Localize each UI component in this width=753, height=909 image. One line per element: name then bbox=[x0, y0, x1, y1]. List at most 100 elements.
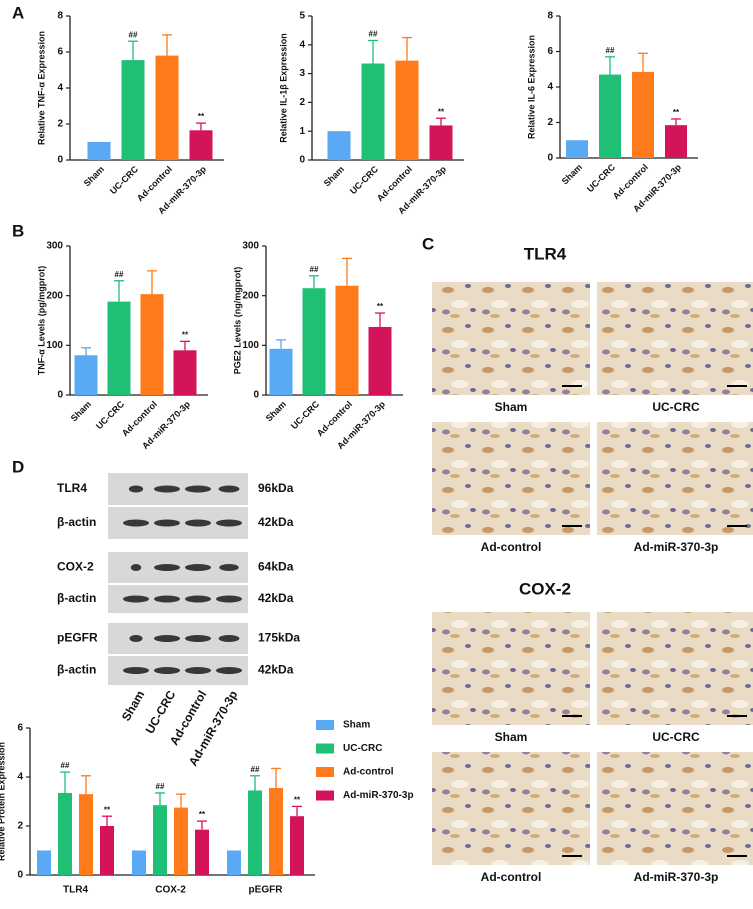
legend-swatch bbox=[316, 743, 334, 754]
legend-swatch bbox=[316, 720, 334, 730]
y-tick-label: 6 bbox=[17, 723, 23, 734]
bar bbox=[361, 63, 385, 160]
ihc-title: COX-2 bbox=[519, 579, 571, 598]
blot-band bbox=[154, 564, 180, 571]
y-tick-label: 300 bbox=[242, 241, 259, 252]
y-tick-label: 2 bbox=[299, 97, 305, 108]
blot-band bbox=[185, 485, 211, 493]
significance: ** bbox=[199, 810, 206, 819]
significance: ## bbox=[115, 270, 124, 279]
y-tick-label: 5 bbox=[299, 11, 305, 22]
bar bbox=[37, 850, 51, 875]
blot-band bbox=[185, 519, 211, 527]
blot-row-label: COX-2 bbox=[57, 560, 94, 574]
blot-size-label: 96kDa bbox=[258, 481, 294, 495]
bar bbox=[269, 788, 283, 875]
significance: ## bbox=[61, 761, 70, 770]
significance: ** bbox=[438, 107, 445, 116]
panel-letter: D bbox=[12, 457, 24, 476]
blot-band bbox=[185, 667, 211, 674]
ihc-label: UC-CRC bbox=[652, 730, 700, 744]
bar bbox=[290, 816, 304, 875]
y-tick-label: 0 bbox=[17, 870, 23, 881]
y-axis-label: PGE2 Levels (ng/mgprot) bbox=[232, 267, 242, 375]
significance: ** bbox=[182, 330, 189, 339]
blot-band bbox=[154, 635, 180, 642]
blot-band bbox=[185, 564, 211, 571]
ihc-image bbox=[432, 422, 590, 535]
y-tick-label: 0 bbox=[57, 390, 63, 401]
x-tick-label: Sham bbox=[69, 399, 93, 423]
bar bbox=[74, 355, 98, 395]
blot-band bbox=[218, 485, 240, 493]
blot-band bbox=[123, 519, 149, 527]
y-tick-label: 4 bbox=[547, 82, 553, 93]
ihc-label: Ad-miR-370-3p bbox=[634, 870, 719, 884]
x-tick-label: UC-CRC bbox=[585, 162, 618, 195]
significance: ** bbox=[104, 805, 111, 814]
y-axis-label: TNF-α Levels (pg/mgprot) bbox=[36, 266, 46, 376]
y-tick-label: 2 bbox=[17, 821, 23, 832]
significance: ## bbox=[606, 46, 615, 55]
bar bbox=[302, 288, 326, 395]
blot-band bbox=[185, 595, 211, 603]
ihc-image bbox=[432, 612, 590, 725]
y-tick-label: 0 bbox=[57, 155, 63, 166]
y-tick-label: 300 bbox=[46, 241, 63, 252]
ihc-image bbox=[597, 752, 753, 865]
bar bbox=[429, 125, 453, 160]
blot-band bbox=[219, 564, 239, 571]
blot-band bbox=[129, 635, 143, 642]
ihc-image bbox=[597, 282, 753, 395]
blot-band bbox=[154, 519, 180, 527]
bar bbox=[132, 850, 146, 875]
x-tick-label: UC-CRC bbox=[348, 164, 381, 197]
bar bbox=[189, 130, 213, 160]
y-tick-label: 1 bbox=[299, 126, 305, 137]
bar bbox=[269, 348, 293, 395]
ihc-image bbox=[432, 282, 590, 395]
bar bbox=[173, 350, 197, 395]
bar bbox=[327, 131, 351, 160]
blot-size-label: 42kDa bbox=[258, 515, 294, 529]
y-tick-label: 0 bbox=[253, 390, 259, 401]
x-tick-label: Sham bbox=[560, 162, 584, 186]
x-tick-label: UC-CRC bbox=[108, 164, 141, 197]
blot-row-label: β-actin bbox=[57, 591, 96, 605]
y-tick-label: 3 bbox=[299, 68, 305, 79]
ihc-label: Ad-miR-370-3p bbox=[634, 540, 719, 554]
ihc-label: Ad-control bbox=[481, 870, 542, 884]
blot-band bbox=[154, 667, 180, 674]
significance: ** bbox=[198, 112, 205, 121]
x-tick-label: pEGFR bbox=[249, 885, 284, 896]
y-tick-label: 6 bbox=[57, 47, 63, 58]
blot-band bbox=[218, 635, 240, 642]
panel-letter: A bbox=[12, 3, 24, 22]
blot-row-label: pEGFR bbox=[57, 631, 98, 645]
bar bbox=[107, 301, 131, 395]
blot-row-label: β-actin bbox=[57, 515, 96, 529]
blot-band bbox=[216, 519, 242, 527]
ihc-label: Sham bbox=[495, 400, 528, 414]
y-axis-label: Relative TNF-α Expression bbox=[36, 31, 46, 145]
blot-band bbox=[123, 667, 149, 674]
blot-size-label: 175kDa bbox=[258, 631, 300, 645]
legend-label: Ad-miR-370-3p bbox=[343, 790, 414, 801]
y-tick-label: 2 bbox=[547, 117, 553, 128]
significance: ## bbox=[310, 265, 319, 274]
bar bbox=[155, 55, 179, 160]
y-tick-label: 0 bbox=[547, 153, 553, 164]
y-axis-label: Relative IL-1β Expression bbox=[278, 33, 288, 143]
bar bbox=[599, 74, 621, 158]
legend-swatch bbox=[316, 790, 334, 801]
y-tick-label: 0 bbox=[299, 155, 305, 166]
x-tick-label: UC-CRC bbox=[94, 399, 127, 432]
ihc-label: Ad-control bbox=[481, 540, 542, 554]
panel-letter: B bbox=[12, 221, 24, 240]
bar bbox=[395, 60, 419, 160]
x-tick-label: COX-2 bbox=[155, 885, 186, 896]
y-tick-label: 100 bbox=[242, 340, 259, 351]
bar bbox=[58, 792, 72, 875]
blot-row-label: TLR4 bbox=[57, 481, 87, 495]
y-tick-label: 2 bbox=[57, 119, 63, 130]
